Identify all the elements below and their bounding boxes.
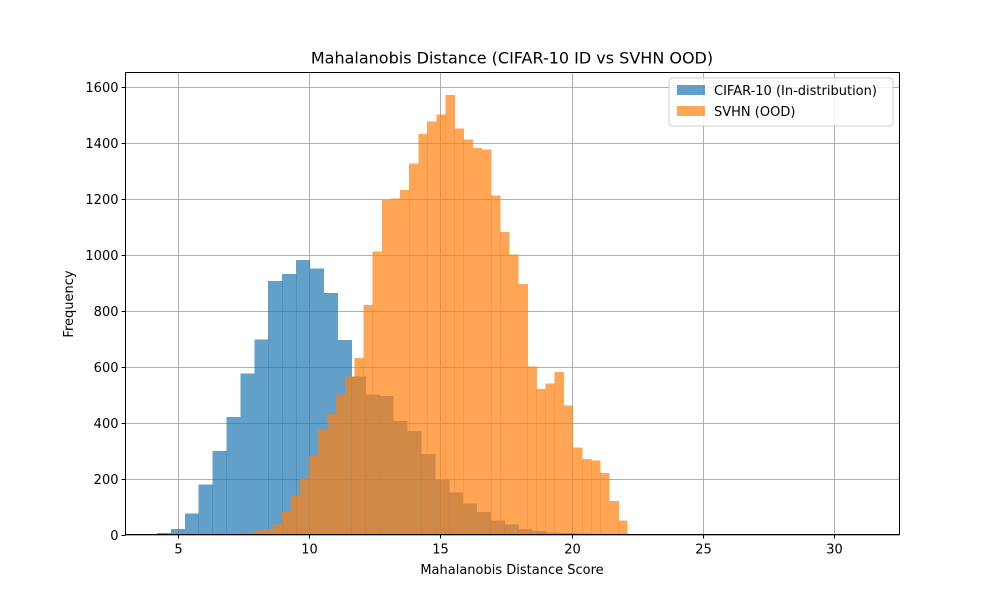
svhn-bar xyxy=(308,456,319,535)
svhn-bar xyxy=(235,533,255,535)
cifar10-bar xyxy=(156,533,172,535)
svhn-bar xyxy=(354,358,364,535)
svhn-bar xyxy=(254,530,264,535)
svhn-bar xyxy=(527,366,537,535)
y-tick-label: 0 xyxy=(110,529,118,544)
chart-title: Mahalanobis Distance (CIFAR-10 ID vs SVH… xyxy=(311,49,713,68)
cifar10-bar xyxy=(184,513,200,535)
cifar10-bar xyxy=(240,373,255,535)
legend: CIFAR-10 (In-distribution) SVHN (OOD) xyxy=(668,77,894,127)
legend-label-cifar10: CIFAR-10 (In-distribution) xyxy=(714,84,877,99)
svhn-bar xyxy=(336,394,346,535)
svhn-bar xyxy=(600,472,610,535)
svhn-bar xyxy=(481,149,492,535)
svhn-bar xyxy=(290,495,301,535)
y-tick-label: 1000 xyxy=(85,249,118,264)
cifar10-bar xyxy=(226,416,241,535)
cifar10-bar xyxy=(198,484,213,535)
legend-label-svhn: SVHN (OOD) xyxy=(714,105,795,120)
legend-swatch-cifar10 xyxy=(677,85,705,95)
svhn-bar xyxy=(572,447,583,535)
svhn-bar xyxy=(618,520,628,535)
svhn-bar xyxy=(563,405,574,535)
svhn-bar xyxy=(445,94,455,535)
svhn-bar xyxy=(500,232,510,535)
svhn-bar xyxy=(372,251,383,535)
svhn-bar xyxy=(427,121,437,535)
plot-frame xyxy=(125,72,900,535)
y-tick-label: 400 xyxy=(94,417,119,432)
y-axis-label: Frequency xyxy=(62,270,77,337)
svhn-bar xyxy=(345,376,355,535)
svhn-bar xyxy=(418,134,428,535)
svhn-bar xyxy=(327,414,337,535)
svhn-bar xyxy=(409,163,419,535)
svhn-bar xyxy=(463,139,474,535)
svhn-bar xyxy=(381,199,392,535)
svhn-bar xyxy=(436,114,446,535)
svhn-bar xyxy=(399,190,410,535)
x-tick-label: 5 xyxy=(174,543,182,558)
x-tick-label: 25 xyxy=(695,543,712,558)
y-tick-label: 1200 xyxy=(85,193,118,208)
axis-ticks: 5 10 15 20 25 30 0 200 400 600 800 1000 1200 1400 1600 xyxy=(85,81,842,558)
y-tick-label: 200 xyxy=(94,473,119,488)
svhn-bar xyxy=(363,304,373,535)
cifar10-bar xyxy=(212,451,227,535)
cifar10-bar xyxy=(170,528,186,535)
histogram-bars xyxy=(156,94,658,535)
y-tick-label: 1600 xyxy=(85,81,118,96)
cifar10-bar xyxy=(268,281,283,535)
svhn-bar xyxy=(554,372,565,535)
svhn-bar xyxy=(591,460,601,535)
svhn-bar xyxy=(609,500,619,535)
svhn-bar xyxy=(263,528,273,535)
svhn-bar xyxy=(490,195,501,535)
x-tick-label: 10 xyxy=(301,543,318,558)
cifar10-bar xyxy=(282,274,297,535)
svhn-bar xyxy=(536,388,546,535)
svhn-bar xyxy=(272,524,282,535)
y-tick-label: 1400 xyxy=(85,137,118,152)
cifar10-bar xyxy=(254,339,269,535)
svhn-bar xyxy=(454,128,464,535)
legend-box xyxy=(668,77,894,127)
svhn-bar xyxy=(545,383,556,535)
legend-swatch-svhn xyxy=(677,106,705,116)
y-tick-label: 800 xyxy=(94,305,119,320)
svhn-bar xyxy=(518,283,528,535)
svhn-bar xyxy=(281,512,292,535)
x-tick-label: 20 xyxy=(564,543,581,558)
svhn-bar xyxy=(318,429,328,535)
cifar10-bar xyxy=(296,260,311,535)
svhn-bar xyxy=(472,148,483,535)
svhn-bar xyxy=(509,254,519,535)
x-tick-label: 30 xyxy=(826,543,843,558)
svhn-bar xyxy=(299,478,310,535)
svhn-bar xyxy=(582,458,592,535)
x-tick-label: 15 xyxy=(432,543,449,558)
y-tick-label: 600 xyxy=(94,361,119,376)
x-axis-label: Mahalanobis Distance Score xyxy=(420,563,603,578)
svhn-bar xyxy=(390,198,401,535)
grid-lines xyxy=(125,72,900,536)
